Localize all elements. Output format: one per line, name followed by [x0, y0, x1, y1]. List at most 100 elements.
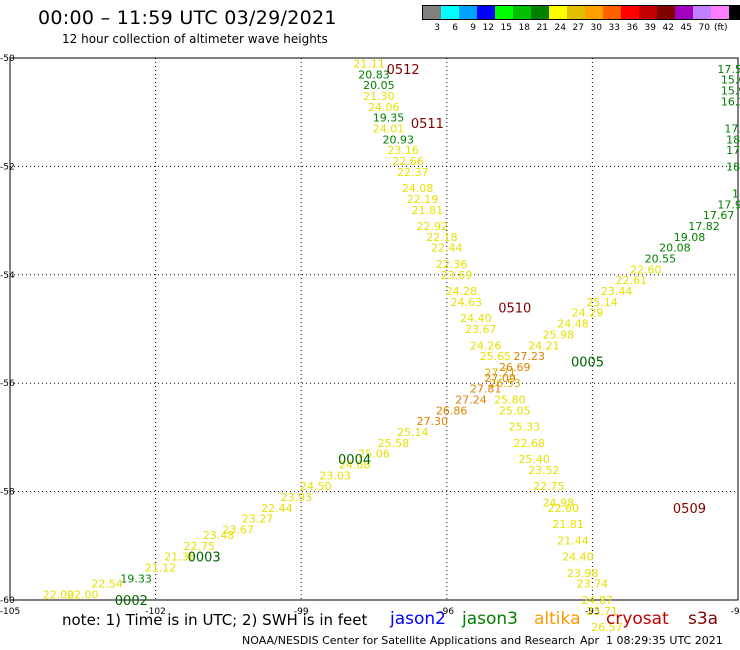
wave-height-value: 22.44: [261, 502, 293, 515]
page-title: 00:00 – 11:59 UTC 03/29/2021: [38, 7, 337, 29]
wave-height-value: 24.68: [339, 459, 371, 472]
color-swatch: [639, 6, 657, 19]
color-scale-ticks: 3 6 9 12 15 18 21 24 27 30 33 36 39 42 45 70 (ft): [422, 23, 740, 33]
color-scale-tick: 27: [572, 23, 584, 33]
color-swatch: [729, 6, 740, 19]
color-scale-tick: 9: [470, 23, 476, 33]
wave-height-value: 24.87: [582, 594, 614, 607]
wave-height-value: 22.54: [91, 578, 123, 591]
wave-height-value: 24.63: [450, 296, 482, 309]
wave-height-value: 24.01: [373, 122, 405, 135]
color-swatch: [711, 6, 729, 19]
wave-height-value: 24.08: [402, 182, 434, 195]
wave-height-value: 24.40: [460, 312, 492, 325]
wave-height-value: 23.93: [281, 491, 313, 504]
pass-time-label: 0002: [115, 594, 148, 609]
legend-item-altika: altika: [534, 609, 581, 629]
wave-height-value: 22.18: [426, 231, 458, 244]
wave-height-value: 23.67: [465, 323, 497, 336]
color-scale-tick: 6: [452, 23, 458, 33]
wave-height-value: 20.83: [358, 68, 390, 81]
x-axis-tick-label: -90: [731, 607, 740, 617]
color-scale-tick: 21: [536, 23, 548, 33]
wave-height-value: 25.33: [509, 421, 541, 434]
wave-height-value: 27.23: [514, 350, 546, 363]
wave-height-value: 22.19: [407, 193, 439, 206]
y-axis-tick-label: -60: [0, 596, 15, 606]
pass-time-label: 0512: [387, 63, 420, 78]
color-swatch: [567, 6, 585, 19]
color-scale-unit: (ft): [714, 23, 728, 33]
color-swatch: [621, 6, 639, 19]
color-scale-tick: 33: [608, 23, 620, 33]
wave-height-value: 24.40: [562, 551, 594, 564]
color-swatch: [477, 6, 495, 19]
wave-height-value: 19.33: [120, 572, 152, 585]
wave-height-value: 27.09: [484, 372, 516, 385]
wave-height-value: 17.67: [703, 209, 735, 222]
footer-credit: NOAA/NESDIS Center for Satellite Applica…: [242, 634, 576, 647]
color-scale-tick: 30: [590, 23, 602, 33]
wave-height-value: 25.06: [358, 448, 390, 461]
wave-height-value: 23.03: [319, 469, 351, 482]
color-scale-tick: 12: [482, 23, 494, 33]
legend-item-s3a: s3a: [688, 609, 719, 629]
wave-height-value: 23.27: [242, 513, 274, 526]
wave-height-value: 22.60: [548, 502, 580, 515]
note-text: note: 1) Time is in UTC; 2) SWH is in fe…: [62, 611, 368, 629]
color-scale-tick: 24: [554, 23, 566, 33]
color-scale-tick: 39: [644, 23, 656, 33]
color-swatch: [531, 6, 549, 19]
wave-height-value: 22.66: [392, 155, 424, 168]
pass-time-label: 0509: [673, 502, 706, 517]
color-scale-tick: 36: [626, 23, 638, 33]
x-axis-tick-label: -102: [145, 607, 165, 617]
wave-height-value: 27.30: [416, 415, 448, 428]
wave-height-value: 23.71: [586, 605, 618, 618]
footer-date: Apr 1 08:29:35 UTC 2021: [580, 634, 723, 647]
y-axis-tick-label: -58: [0, 488, 15, 498]
legend-item-jason3: jason3: [462, 609, 518, 629]
wave-height-value: 22.00: [43, 589, 75, 602]
wave-height-value: 23.16: [387, 144, 419, 157]
wave-height-value: 24.98: [543, 496, 575, 509]
wave-height-value: 24.50: [300, 480, 332, 493]
wave-height-value: 20.08: [659, 242, 691, 255]
color-swatch: [441, 6, 459, 19]
color-swatch: [675, 6, 693, 19]
wave-height-value: 23.44: [601, 285, 633, 298]
wave-height-value: 21.44: [557, 534, 589, 547]
wave-height-value: 25.40: [518, 453, 550, 466]
wave-height-value: 22.36: [436, 258, 468, 271]
wave-height-value: 23.48: [203, 529, 235, 542]
wave-height-value: 26.86: [436, 404, 468, 417]
wave-height-value: 17.90: [717, 198, 740, 211]
color-scale-tick: 18: [518, 23, 530, 33]
wave-height-value: 17.57: [717, 63, 740, 76]
wave-height-value: 21.11: [353, 57, 385, 70]
wave-height-value: 20.05: [363, 79, 395, 92]
wave-height-value: 25.58: [378, 437, 410, 450]
wave-height-value: 18.98: [732, 188, 740, 201]
wave-height-value: 21.36: [164, 551, 196, 564]
wave-height-value: 27.24: [455, 393, 487, 406]
wave-height-value: 23.74: [577, 578, 609, 591]
color-scale-tick: 45: [680, 23, 692, 33]
wave-height-value: 22.00: [67, 589, 99, 602]
wave-height-value: 23.52: [528, 464, 560, 477]
color-swatch: [423, 6, 441, 19]
y-axis-tick-label: -56: [0, 379, 15, 389]
wave-height-value: 25.80: [494, 393, 526, 406]
wave-height-value: 24.21: [528, 339, 560, 352]
wave-height-value: 27.81: [470, 383, 502, 396]
wave-height-value: 15.6: [721, 74, 740, 87]
wave-height-value: 16.2: [721, 95, 740, 108]
color-swatch: [657, 6, 675, 19]
wave-height-value: 18: [726, 160, 740, 173]
wave-height-value: 21.30: [363, 90, 395, 103]
wave-height-value: 27.71: [484, 366, 516, 379]
wave-height-value: 24.06: [368, 101, 400, 114]
color-scale-tick: 15: [500, 23, 512, 33]
color-scale-tick: 42: [662, 23, 674, 33]
wave-height-value: 21.81: [412, 204, 444, 217]
